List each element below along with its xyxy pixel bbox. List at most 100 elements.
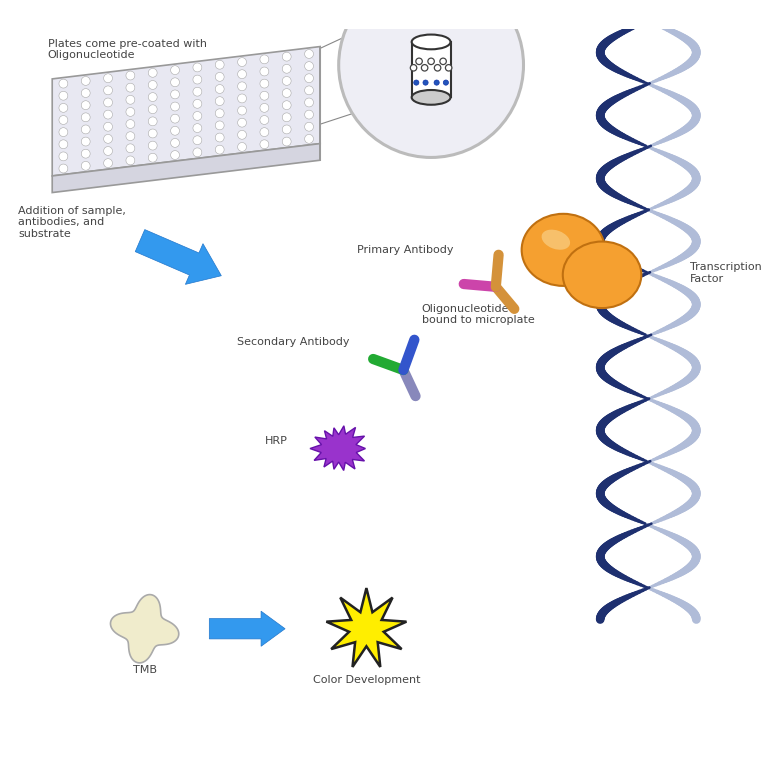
Circle shape xyxy=(193,148,202,157)
Ellipse shape xyxy=(542,230,570,250)
Circle shape xyxy=(238,106,247,115)
Circle shape xyxy=(215,121,224,130)
FancyArrow shape xyxy=(209,611,285,646)
Circle shape xyxy=(428,58,434,65)
Circle shape xyxy=(445,65,452,71)
Text: Color Development: Color Development xyxy=(312,675,420,685)
Circle shape xyxy=(148,117,157,126)
Circle shape xyxy=(238,70,247,79)
Circle shape xyxy=(104,159,112,167)
Circle shape xyxy=(282,113,291,121)
Circle shape xyxy=(410,65,417,71)
Circle shape xyxy=(215,133,224,142)
Circle shape xyxy=(282,76,291,86)
Circle shape xyxy=(59,115,68,125)
Circle shape xyxy=(59,128,68,137)
Circle shape xyxy=(282,137,291,146)
Circle shape xyxy=(238,94,247,103)
Circle shape xyxy=(215,85,224,93)
Circle shape xyxy=(260,55,269,63)
Circle shape xyxy=(305,62,313,70)
Circle shape xyxy=(215,108,224,118)
Circle shape xyxy=(126,71,134,80)
Circle shape xyxy=(193,99,202,108)
Circle shape xyxy=(260,115,269,125)
Circle shape xyxy=(305,122,313,131)
Circle shape xyxy=(193,63,202,72)
Circle shape xyxy=(59,164,68,173)
Circle shape xyxy=(238,143,247,151)
Circle shape xyxy=(104,134,112,144)
Circle shape xyxy=(260,103,269,112)
Circle shape xyxy=(104,74,112,83)
Circle shape xyxy=(305,86,313,95)
Circle shape xyxy=(423,80,428,85)
Circle shape xyxy=(126,131,134,141)
Circle shape xyxy=(170,126,180,135)
Bar xyxy=(412,42,451,97)
Polygon shape xyxy=(52,47,320,176)
Polygon shape xyxy=(111,594,179,663)
Ellipse shape xyxy=(522,214,605,286)
Circle shape xyxy=(104,110,112,119)
Polygon shape xyxy=(52,144,320,193)
Polygon shape xyxy=(326,588,406,667)
Circle shape xyxy=(81,125,90,134)
Circle shape xyxy=(238,131,247,139)
Text: Plates come pre-coated with
Oligonucleotide: Plates come pre-coated with Oligonucleot… xyxy=(47,38,206,60)
Circle shape xyxy=(81,137,90,146)
Circle shape xyxy=(170,78,180,86)
Text: Addition of sample,
antibodies, and
substrate: Addition of sample, antibodies, and subs… xyxy=(18,206,126,238)
Circle shape xyxy=(193,124,202,132)
Text: HRP: HRP xyxy=(265,436,287,446)
Circle shape xyxy=(81,101,90,109)
Circle shape xyxy=(414,80,419,85)
Circle shape xyxy=(126,144,134,153)
Circle shape xyxy=(260,128,269,137)
Circle shape xyxy=(81,89,90,98)
Circle shape xyxy=(126,156,134,165)
Circle shape xyxy=(81,76,90,86)
Circle shape xyxy=(59,79,68,88)
Circle shape xyxy=(282,64,291,73)
Circle shape xyxy=(434,65,441,71)
Text: TMB: TMB xyxy=(133,665,157,675)
Circle shape xyxy=(148,154,157,162)
Circle shape xyxy=(443,80,448,85)
Circle shape xyxy=(81,149,90,158)
Circle shape xyxy=(170,138,180,147)
Circle shape xyxy=(170,151,180,160)
Circle shape xyxy=(126,96,134,104)
Circle shape xyxy=(260,92,269,100)
Circle shape xyxy=(148,129,157,138)
Circle shape xyxy=(215,97,224,105)
Circle shape xyxy=(282,52,291,61)
Circle shape xyxy=(170,102,180,111)
Circle shape xyxy=(170,66,180,75)
Circle shape xyxy=(81,113,90,121)
Circle shape xyxy=(193,112,202,121)
Circle shape xyxy=(434,80,439,85)
Circle shape xyxy=(238,82,247,91)
Circle shape xyxy=(81,161,90,170)
Circle shape xyxy=(238,118,247,127)
Circle shape xyxy=(440,58,446,65)
Circle shape xyxy=(148,92,157,102)
Circle shape xyxy=(59,92,68,100)
Circle shape xyxy=(148,69,157,77)
Circle shape xyxy=(148,80,157,89)
Ellipse shape xyxy=(412,90,451,105)
Circle shape xyxy=(282,125,291,134)
Circle shape xyxy=(59,103,68,112)
Circle shape xyxy=(282,101,291,109)
Circle shape xyxy=(148,141,157,150)
Text: Secondary Antibody: Secondary Antibody xyxy=(237,337,350,348)
Circle shape xyxy=(305,134,313,144)
Circle shape xyxy=(104,86,112,95)
Text: Transcription
Factor: Transcription Factor xyxy=(690,262,762,283)
Circle shape xyxy=(104,147,112,155)
Circle shape xyxy=(215,60,224,70)
Circle shape xyxy=(238,57,247,66)
Circle shape xyxy=(59,140,68,149)
Circle shape xyxy=(282,89,291,98)
